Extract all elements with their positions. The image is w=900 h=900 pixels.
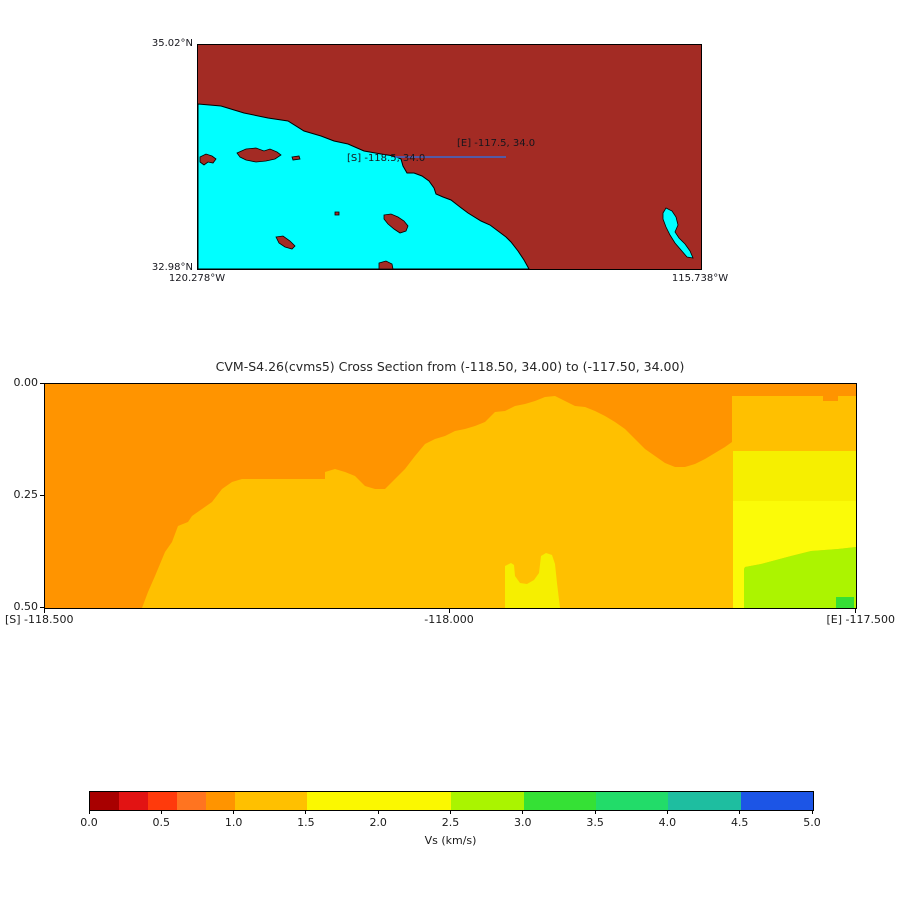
ytick-0.25	[40, 495, 44, 496]
map-canvas	[197, 45, 701, 270]
colorbar-segment-1.5-2.5	[306, 792, 452, 810]
ytick-0.50	[40, 607, 44, 608]
colorbar-ticklabel-4.0: 4.0	[658, 816, 677, 829]
xtick-E	[855, 609, 856, 613]
ytick-0.00	[40, 383, 44, 384]
map-lon-left-label: 120.278°W	[168, 273, 226, 284]
colorbar-ticklabel-0.0: 0.0	[80, 816, 98, 829]
colorbar-ticklabel-1.0: 1.0	[224, 816, 243, 829]
xtick-S	[44, 609, 45, 613]
cross-section-canvas	[45, 384, 856, 608]
colorbar-tick-2.0	[377, 810, 379, 814]
island-san-clemente	[275, 235, 296, 250]
colorbar-ticklabel-0.5: 0.5	[152, 816, 171, 829]
island-santa-cruz	[236, 147, 282, 163]
colorbar-segment-2.5-3.0	[451, 792, 524, 810]
colorbar-axis-label: Vs (km/s)	[424, 834, 477, 847]
island-catalina	[383, 213, 409, 234]
colorbar-tick-1.5	[305, 810, 307, 814]
colorbar-tick-5.0	[811, 810, 813, 814]
region-yellow-east-upper	[733, 451, 856, 501]
colorbar-segment-4.0-4.5	[668, 792, 741, 810]
xtick-label-start: [S] -118.500	[5, 613, 74, 626]
colorbar-segment-1.0-1.5	[234, 792, 307, 810]
island-san-miguel	[199, 153, 217, 166]
colorbar-tick-4.5	[739, 810, 741, 814]
colorbar-tick-1.0	[233, 810, 235, 814]
colorbar-segment-4.5-5.0	[740, 792, 813, 810]
map-lat-top-label: 35.02°N	[151, 38, 193, 49]
map-lon-right-label: 115.738°W	[671, 273, 729, 284]
colorbar-ticklabel-1.5: 1.5	[297, 816, 315, 829]
map-ocean	[197, 103, 530, 270]
colorbar-tick-2.5	[450, 810, 451, 814]
colorbar-tick-labels: 0.0 0.5 1.0 1.5 2.0 2.5 3.0 3.5 4.0 4.5 5.0	[80, 816, 821, 830]
colorbar-segment-3.5-4.0	[596, 792, 669, 810]
island-anacapa	[291, 155, 301, 161]
xtick-label-center: -118.000	[424, 613, 474, 626]
colorbar-tick-3.0	[522, 810, 524, 814]
colorbar-segment-0.2-0.4	[118, 792, 148, 810]
colorbar-ticklabel-2.0: 2.0	[369, 816, 387, 829]
colorbar-ticklabel-4.5: 4.5	[730, 816, 749, 829]
colorbar-ticklabel-5.0: 5.0	[803, 816, 821, 829]
colorbar	[89, 791, 814, 811]
island-clipped-south	[378, 260, 394, 270]
colorbar-segment-0.6-0.8	[176, 792, 206, 810]
colorbar-segment-0.4-0.6	[147, 792, 177, 810]
region-green-corner	[836, 597, 854, 608]
cross-section-title: CVM-S4.26(cvms5) Cross Section from (-11…	[215, 359, 685, 374]
salton-sea	[662, 207, 694, 259]
colorbar-tick-0.0	[88, 810, 90, 814]
map-lat-bottom-label: 32.98°N	[151, 262, 193, 273]
colorbar-tick-3.5	[594, 810, 596, 814]
xtick-label-end: [E] -117.500	[826, 613, 896, 626]
colorbar-segment-0.8-1.0	[205, 792, 235, 810]
ytick-label-0: 0.00	[13, 376, 39, 389]
colorbar-segment-0.0-0.2	[90, 792, 119, 810]
colorbar-tick-0.5	[160, 810, 162, 814]
colorbar-tickmarks	[88, 810, 813, 815]
colorbar-ticklabel-3.5: 3.5	[586, 816, 604, 829]
region-yellow-bottom-patch	[505, 553, 560, 608]
region-orange-0.8-1.0	[45, 384, 856, 608]
ytick-label-2: 0.50	[13, 600, 39, 613]
colorbar-tick-4.0	[666, 810, 668, 814]
island-santa-barbara	[334, 211, 340, 216]
section-start-label: [S] -118.5, 34.0	[347, 153, 426, 164]
section-end-label: [E] -117.5, 34.0	[457, 138, 536, 149]
map-islands	[199, 147, 409, 270]
region-greenyellow-bottom-right	[744, 547, 856, 608]
colorbar-segment-3.0-3.5	[523, 792, 597, 810]
colorbar-ticklabel-3.0: 3.0	[514, 816, 532, 829]
xtick-center	[449, 609, 450, 613]
ytick-label-1: 0.25	[13, 488, 39, 501]
map-inset	[197, 44, 702, 270]
cross-section-plot	[44, 383, 857, 609]
colorbar-ticklabel-2.5: 2.5	[441, 816, 460, 829]
